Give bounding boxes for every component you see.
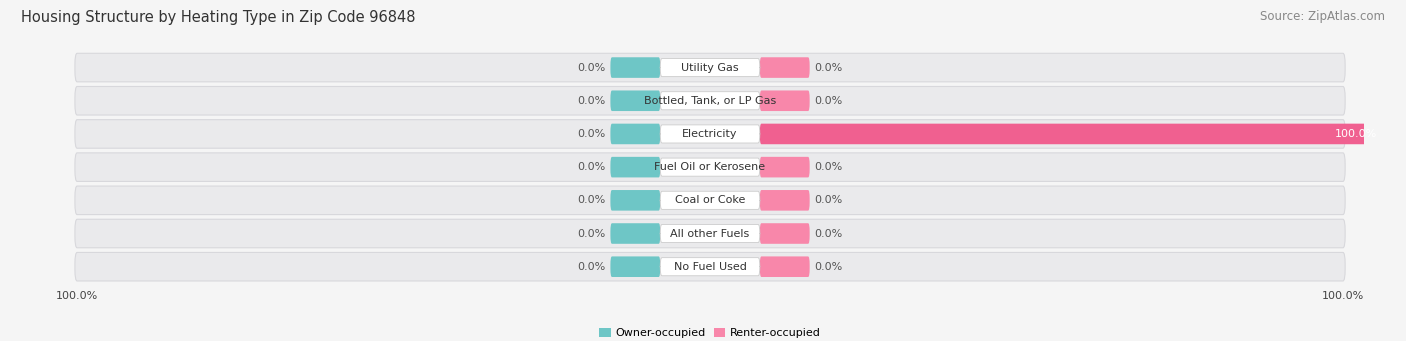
Text: 0.0%: 0.0%: [814, 96, 842, 106]
Legend: Owner-occupied, Renter-occupied: Owner-occupied, Renter-occupied: [595, 323, 825, 341]
Text: 100.0%: 100.0%: [1336, 129, 1378, 139]
Text: 0.0%: 0.0%: [578, 228, 606, 238]
FancyBboxPatch shape: [610, 90, 661, 111]
Text: 0.0%: 0.0%: [578, 129, 606, 139]
Text: 0.0%: 0.0%: [578, 195, 606, 205]
FancyBboxPatch shape: [759, 124, 1382, 144]
Text: Fuel Oil or Kerosene: Fuel Oil or Kerosene: [654, 162, 766, 172]
FancyBboxPatch shape: [610, 190, 661, 211]
FancyBboxPatch shape: [75, 252, 1346, 281]
FancyBboxPatch shape: [759, 256, 810, 277]
FancyBboxPatch shape: [759, 57, 810, 78]
Text: 0.0%: 0.0%: [578, 262, 606, 272]
FancyBboxPatch shape: [759, 90, 810, 111]
Text: 0.0%: 0.0%: [814, 162, 842, 172]
FancyBboxPatch shape: [75, 186, 1346, 214]
FancyBboxPatch shape: [610, 124, 661, 144]
Text: 100.0%: 100.0%: [1322, 291, 1364, 301]
Text: All other Fuels: All other Fuels: [671, 228, 749, 238]
FancyBboxPatch shape: [75, 120, 1346, 148]
FancyBboxPatch shape: [759, 223, 810, 244]
Text: Bottled, Tank, or LP Gas: Bottled, Tank, or LP Gas: [644, 96, 776, 106]
FancyBboxPatch shape: [661, 92, 759, 110]
FancyBboxPatch shape: [610, 157, 661, 177]
FancyBboxPatch shape: [661, 158, 759, 176]
FancyBboxPatch shape: [759, 190, 810, 211]
FancyBboxPatch shape: [759, 157, 810, 177]
Text: 0.0%: 0.0%: [814, 195, 842, 205]
FancyBboxPatch shape: [75, 53, 1346, 82]
Text: 0.0%: 0.0%: [814, 262, 842, 272]
FancyBboxPatch shape: [661, 224, 759, 242]
FancyBboxPatch shape: [661, 125, 759, 143]
Text: Utility Gas: Utility Gas: [682, 62, 738, 73]
Text: Electricity: Electricity: [682, 129, 738, 139]
FancyBboxPatch shape: [75, 87, 1346, 115]
FancyBboxPatch shape: [75, 153, 1346, 181]
Text: No Fuel Used: No Fuel Used: [673, 262, 747, 272]
FancyBboxPatch shape: [75, 219, 1346, 248]
FancyBboxPatch shape: [610, 256, 661, 277]
Text: Housing Structure by Heating Type in Zip Code 96848: Housing Structure by Heating Type in Zip…: [21, 10, 416, 25]
Text: 0.0%: 0.0%: [814, 228, 842, 238]
Text: 100.0%: 100.0%: [56, 291, 98, 301]
FancyBboxPatch shape: [661, 59, 759, 77]
Text: 0.0%: 0.0%: [578, 62, 606, 73]
FancyBboxPatch shape: [661, 191, 759, 209]
FancyBboxPatch shape: [610, 57, 661, 78]
Text: Coal or Coke: Coal or Coke: [675, 195, 745, 205]
FancyBboxPatch shape: [661, 258, 759, 276]
FancyBboxPatch shape: [610, 223, 661, 244]
Text: 0.0%: 0.0%: [578, 162, 606, 172]
Text: Source: ZipAtlas.com: Source: ZipAtlas.com: [1260, 10, 1385, 23]
Text: 0.0%: 0.0%: [814, 62, 842, 73]
Text: 0.0%: 0.0%: [578, 96, 606, 106]
